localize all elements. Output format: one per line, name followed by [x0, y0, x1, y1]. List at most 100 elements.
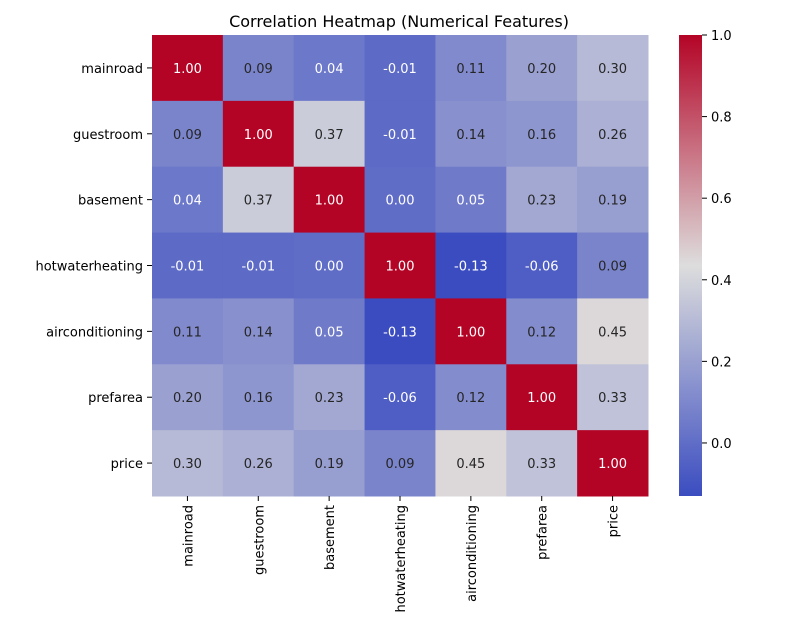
- heatmap-cell: [506, 100, 578, 168]
- heatmap-cell: [435, 298, 507, 365]
- cell-value-label: 0.26: [598, 128, 627, 143]
- y-tick-label: guestroom: [73, 128, 143, 143]
- x-tick-label: guestroom: [252, 505, 267, 575]
- colorbar-tick-label: 0.8: [711, 111, 732, 126]
- heatmap-cell: [152, 364, 224, 431]
- heatmap-cells: 1.00 0.09 0.04 -0.01 0.11 0.20 0.30 0.09 1.00 0.3…: [152, 35, 649, 497]
- heatmap-cell: [152, 298, 224, 365]
- x-axis-ticks: mainroad guestroom basement hotwaterheating…: [181, 496, 622, 613]
- heatmap-cell: [506, 166, 578, 234]
- colorbar-tick-label: 1.0: [711, 29, 732, 44]
- heatmap-cell: [577, 232, 649, 299]
- cell-value-label: 0.20: [527, 62, 556, 77]
- heatmap-cell: [364, 35, 436, 102]
- heatmap-cell: [152, 430, 224, 497]
- cell-value-label: 0.30: [598, 62, 627, 77]
- chart-title: Correlation Heatmap (Numerical Features): [229, 12, 569, 31]
- heatmap-cell: [152, 35, 224, 102]
- cell-value-label: 0.00: [386, 194, 415, 209]
- heatmap-cell: [435, 100, 507, 168]
- heatmap-cell: [222, 166, 295, 234]
- heatmap-cell: [435, 430, 507, 497]
- cell-value-label: -0.06: [383, 391, 417, 406]
- colorbar-tick-label: 0.6: [711, 192, 732, 207]
- heatmap-cell: [364, 430, 436, 497]
- heatmap-cell: [293, 232, 366, 299]
- cell-value-label: -0.13: [383, 325, 417, 340]
- cell-value-label: -0.01: [241, 260, 275, 275]
- cell-value-label: 0.45: [456, 457, 485, 472]
- heatmap-cell: [577, 364, 649, 431]
- heatmap-cell: [364, 232, 436, 299]
- colorbar-tick-label: 0.0: [711, 437, 732, 452]
- heatmap-cell: [293, 100, 366, 168]
- heatmap-cell: [577, 35, 649, 102]
- heatmap-cell: [364, 298, 436, 365]
- y-tick-label: hotwaterheating: [35, 260, 143, 275]
- heatmap-cell: [577, 298, 649, 365]
- x-tick-label: price: [607, 505, 622, 537]
- heatmap-cell: [222, 35, 295, 102]
- cell-value-label: 0.23: [315, 391, 344, 406]
- heatmap-cell: [222, 100, 295, 168]
- cell-value-label: 0.14: [456, 128, 485, 143]
- colorbar: 0.0 0.2 0.4 0.6 0.8 1.0: [679, 29, 732, 496]
- heatmap-cell: [435, 166, 507, 234]
- cell-value-label: 0.04: [315, 62, 344, 77]
- y-tick-label: prefarea: [88, 391, 143, 406]
- cell-value-label: 0.33: [527, 457, 556, 472]
- cell-value-label: 0.37: [244, 194, 273, 209]
- cell-value-label: 0.00: [315, 260, 344, 275]
- heatmap-cell: [506, 35, 578, 102]
- colorbar-tick-label: 0.2: [711, 355, 732, 370]
- cell-value-label: -0.01: [383, 62, 417, 77]
- cell-value-label: 0.30: [173, 457, 202, 472]
- heatmap-cell: [506, 298, 578, 365]
- cell-value-label: -0.01: [171, 260, 205, 275]
- heatmap-cell: [293, 430, 366, 497]
- cell-value-label: 0.23: [527, 194, 556, 209]
- cell-value-label: 0.11: [456, 62, 485, 77]
- colorbar-gradient: [679, 35, 702, 496]
- cell-value-label: 0.19: [315, 457, 344, 472]
- heatmap-cell: [152, 166, 224, 234]
- cell-value-label: 1.00: [244, 128, 273, 143]
- heatmap-cell: [152, 232, 224, 299]
- cell-value-label: 0.26: [244, 457, 273, 472]
- heatmap-cell: [293, 364, 366, 431]
- cell-value-label: 0.09: [386, 457, 415, 472]
- cell-value-label: 1.00: [386, 260, 415, 275]
- heatmap-cell: [293, 166, 366, 234]
- cell-value-label: 0.33: [598, 391, 627, 406]
- cell-value-label: 0.37: [315, 128, 344, 143]
- heatmap-cell: [577, 430, 649, 497]
- heatmap-cell: [364, 100, 436, 168]
- heatmap-cell: [222, 430, 295, 497]
- heatmap-cell: [364, 166, 436, 234]
- colorbar-tick-label: 0.4: [711, 274, 732, 289]
- x-tick-label: prefarea: [536, 505, 551, 560]
- cell-value-label: 1.00: [527, 391, 556, 406]
- heatmap-cell: [435, 232, 507, 299]
- x-tick-label: hotwaterheating: [394, 505, 409, 613]
- y-tick-label: mainroad: [81, 62, 143, 77]
- heatmap-cell: [293, 35, 366, 102]
- cell-value-label: -0.01: [383, 128, 417, 143]
- heatmap-cell: [293, 298, 366, 365]
- cell-value-label: 0.05: [456, 194, 485, 209]
- cell-value-label: 0.19: [598, 194, 627, 209]
- cell-value-label: 0.14: [244, 325, 273, 340]
- heatmap-cell: [506, 364, 578, 431]
- cell-value-label: 0.09: [173, 128, 202, 143]
- y-tick-label: airconditioning: [46, 325, 143, 340]
- cell-value-label: 0.16: [527, 128, 556, 143]
- cell-value-label: -0.06: [525, 260, 559, 275]
- x-tick-label: mainroad: [181, 505, 196, 567]
- heatmap-cell: [435, 35, 507, 102]
- y-tick-label: basement: [78, 194, 143, 209]
- cell-value-label: 0.12: [527, 325, 556, 340]
- cell-value-label: 0.16: [244, 391, 273, 406]
- x-tick-label: basement: [323, 505, 338, 570]
